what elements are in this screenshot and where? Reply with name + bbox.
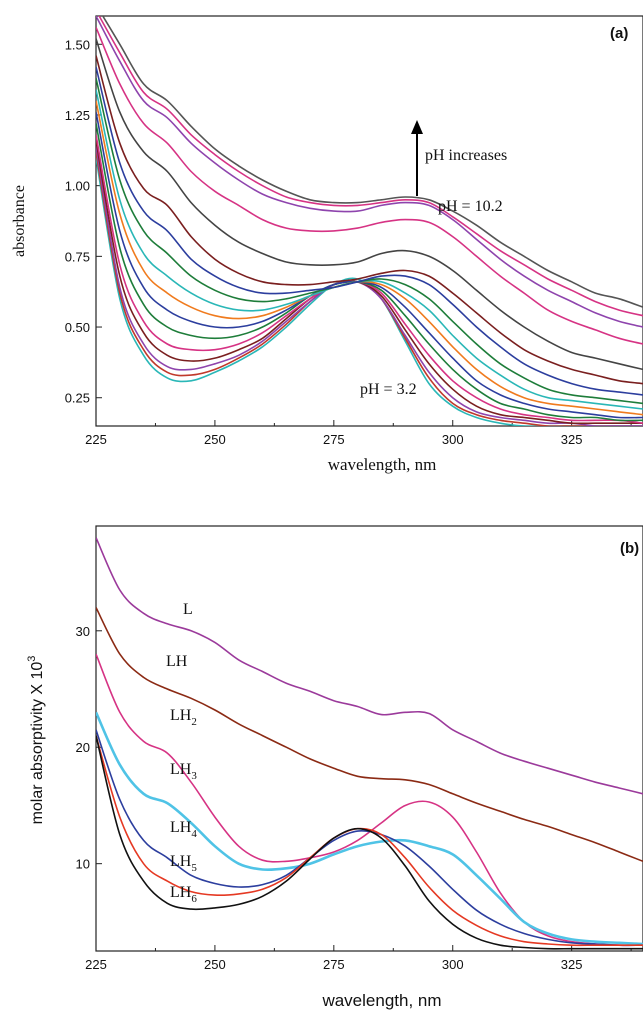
annotation-ph-low: pH = 3.2 [360, 381, 417, 398]
panel-a-spectrum-line-13 [96, 26, 643, 345]
x-tick-label: 325 [561, 957, 583, 972]
panel-a-y-axis-label: absorbance [11, 185, 28, 257]
x-tick-label: 275 [323, 957, 345, 972]
ph-arrow-head [411, 120, 423, 134]
series-label-l: L [183, 601, 193, 618]
y-tick-label: 0.25 [65, 391, 90, 406]
x-tick-label: 275 [323, 432, 345, 447]
y-tick-label: 1.25 [65, 108, 90, 123]
panel-b-axis-ticks: 225 250 275 300 325 10 20 30 [76, 624, 632, 972]
x-tick-label: 300 [442, 432, 464, 447]
panel-b-series-lines [96, 537, 643, 950]
panel-a-spectrum-line-10 [96, 66, 643, 396]
panel-b-line-l [96, 537, 643, 795]
panel-a-label: (a) [610, 25, 628, 42]
panel-b-line-lh2 [96, 653, 643, 947]
panel-b-line-lh6 [96, 735, 643, 950]
panel-b-y-axis-label-sup: 3 [26, 656, 38, 662]
y-tick-label: 0.50 [65, 320, 90, 335]
x-tick-label: 225 [85, 432, 107, 447]
panel-a-spectrum-line-15 [98, 16, 643, 317]
x-tick-label: 250 [204, 432, 226, 447]
panel-b-line-lh [96, 607, 643, 863]
series-label-lh6: LH6 [170, 884, 197, 905]
panel-a-spectrum-line-16 [101, 16, 643, 308]
y-tick-label: 1.50 [65, 37, 90, 52]
ph-increases-arrow [411, 120, 423, 196]
y-tick-label: 1.00 [65, 179, 90, 194]
x-tick-label: 300 [442, 957, 464, 972]
series-label-lh4: LH4 [170, 819, 197, 840]
panel-b-label: (b) [620, 540, 639, 557]
panel-a-x-axis-label: wavelength, nm [328, 455, 437, 474]
y-tick-label: 10 [76, 857, 90, 872]
panel-b-y-axis-label: molar absorptivity X 103 [26, 656, 46, 825]
panel-b-series-labels: L LH LH2 LH3 LH4 LH5 LH6 [166, 601, 197, 905]
panel-a-spectrum-line-11 [96, 55, 643, 385]
series-label-lh5: LH5 [170, 853, 197, 874]
y-tick-label: 20 [76, 740, 90, 755]
y-tick-label: 30 [76, 624, 90, 639]
x-tick-label: 325 [561, 432, 583, 447]
panel-a-spectrum-line-8 [96, 89, 643, 410]
series-label-lh3: LH3 [170, 761, 197, 782]
annotation-ph-high: pH = 10.2 [438, 198, 503, 215]
panel-a-spectrum-line-14 [96, 16, 643, 328]
panel-a-spectrum-line-9 [96, 78, 643, 405]
panel-a-plot-frame [95, 15, 643, 427]
panel-b-line-lh3 [96, 711, 643, 946]
annotation-ph-increases: pH increases [425, 147, 507, 164]
y-tick-label: 0.75 [65, 249, 90, 264]
panel-b-y-axis-label-main: molar absorptivity X 10 [29, 662, 46, 825]
panel-b-line-lh5 [96, 735, 643, 947]
panel-b-x-axis-label: wavelength, nm [321, 991, 441, 1010]
series-label-lh2: LH2 [170, 707, 197, 728]
panel-b-chart: 225 250 275 300 325 10 20 30 L LH LH2 LH3 LH4 LH5 LH6… [26, 525, 643, 1010]
panel-a-spectrum-line-12 [96, 38, 643, 371]
series-label-lh: LH [166, 653, 188, 670]
panel-a-axis-ticks: 225 250 275 300 325 0.25 0.50 0.75 1.00 1.25 1.50 [65, 37, 632, 447]
x-tick-label: 250 [204, 957, 226, 972]
panel-a-series-lines [96, 16, 643, 426]
panel-a-chart: 225 250 275 300 3250.250.500.751.001.251.50 … [11, 15, 643, 474]
x-tick-label: 225 [85, 957, 107, 972]
